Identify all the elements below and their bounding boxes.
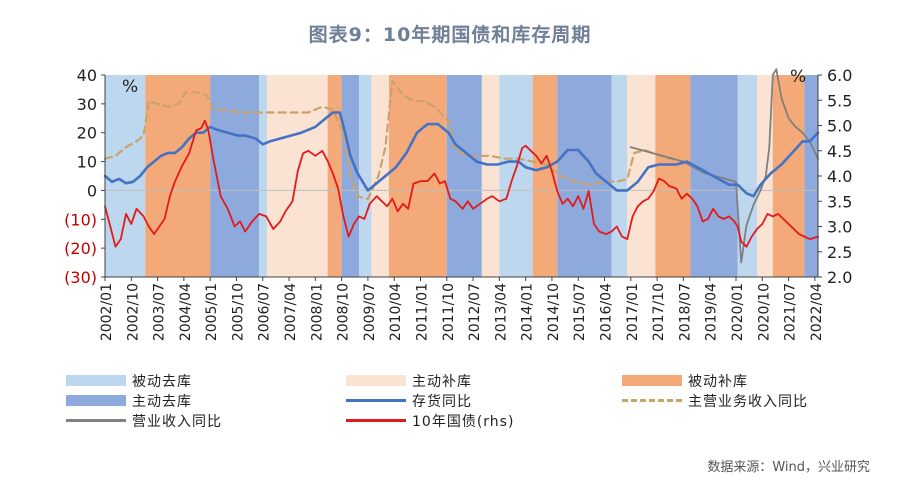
phase-band-passive_destock	[611, 75, 628, 277]
x-tick-label: 2002/10	[125, 283, 141, 341]
legend-label: 10年国债(rhs)	[412, 414, 515, 430]
legend-swatch	[622, 375, 682, 386]
x-tick-label: 2005/01	[204, 283, 220, 341]
phase-band-passive_restock	[655, 75, 691, 277]
phase-band-passive_destock	[737, 75, 758, 277]
x-tick-label: 2015/07	[572, 283, 588, 341]
x-tick-label: 2009/07	[362, 283, 378, 341]
left-tick-label: (20)	[64, 239, 97, 258]
x-tick-label: 2020/10	[756, 283, 772, 341]
x-tick-label: 2006/07	[257, 283, 273, 341]
series-line-0	[103, 111, 820, 198]
right-tick-label: 5.0	[827, 117, 852, 136]
x-axis-ticks: 2002/01 2002/10 2003/07 2004/04 2005/01 2005/…	[99, 277, 825, 341]
left-tick-label: 40	[77, 66, 97, 85]
right-tick-label: 3.0	[827, 218, 852, 237]
x-tick-label: 2021/07	[783, 283, 799, 341]
series-lines	[103, 68, 820, 264]
legend-swatch	[66, 375, 126, 386]
phase-band-passive_restock	[772, 75, 805, 277]
x-tick-label: 2003/07	[152, 283, 168, 341]
phase-band-active_destock	[446, 75, 482, 277]
legend-label: 被动去库	[132, 374, 192, 390]
x-tick-label: 2008/10	[336, 283, 352, 341]
phase-band-passive_destock	[259, 75, 267, 277]
x-tick-label: 2016/04	[599, 283, 615, 341]
series-line-2	[629, 68, 819, 264]
right-tick-label: 6.0	[827, 66, 852, 85]
source-note: 数据来源：Wind，兴业研究	[707, 460, 870, 475]
x-tick-label: 2008/01	[309, 283, 325, 341]
phase-band-active_destock	[210, 75, 260, 277]
x-tick-label: 2010/04	[388, 283, 404, 341]
legend-swatch	[66, 395, 126, 406]
left-axis-unit: %	[122, 77, 138, 97]
legend-line-sample	[346, 399, 406, 402]
series-line-1	[103, 79, 699, 201]
right-axis-unit: %	[790, 67, 806, 87]
x-tick-label: 2020/01	[730, 283, 746, 341]
right-tick-label: 2.5	[827, 243, 852, 262]
x-tick-label: 2014/01	[520, 283, 536, 341]
x-tick-label: 2012/07	[467, 283, 483, 341]
x-tick-label: 2017/10	[651, 283, 667, 341]
left-tick-label: 30	[77, 95, 97, 114]
legend-label: 被动补库	[688, 374, 748, 390]
right-tick-label: 5.5	[827, 91, 852, 110]
x-tick-label: 2018/07	[677, 283, 693, 341]
phase-band-passive_destock	[359, 75, 372, 277]
right-axis-ticks: 6.0 5.5 5.0 4.5 4.0 3.5 3.0 2.5 2.0	[818, 66, 852, 287]
right-tick-label: 4.0	[827, 167, 852, 186]
legend-label: 存货同比	[412, 394, 472, 410]
legend-line-sample	[346, 419, 406, 422]
legend-line-sample	[66, 419, 126, 422]
x-tick-label: 2007/04	[283, 283, 299, 341]
left-tick-label: 0	[87, 181, 97, 200]
legend-line-sample	[622, 399, 682, 402]
left-axis-ticks: 40 30 20 10 0 (10) (20) (30)	[64, 66, 105, 287]
legend-label: 主营业务收入同比	[688, 394, 808, 410]
phase-band-active_destock	[804, 75, 818, 277]
left-tick-label: (30)	[64, 268, 97, 287]
right-tick-label: 2.0	[827, 268, 852, 287]
x-tick-label: 2014/10	[546, 283, 562, 341]
phase-band-active_restock	[371, 75, 389, 277]
phase-band-active_destock	[557, 75, 612, 277]
left-tick-label: 10	[77, 153, 97, 172]
x-tick-label: 2013/04	[493, 283, 509, 341]
right-tick-label: 4.5	[827, 142, 852, 161]
series-line-3	[104, 119, 819, 248]
x-tick-label: 2022/04	[809, 283, 825, 341]
legend-label: 主动补库	[412, 374, 472, 390]
right-tick-label: 3.5	[827, 192, 852, 211]
left-tick-label: 20	[77, 124, 97, 143]
x-tick-label: 2017/01	[625, 283, 641, 341]
x-tick-label: 2019/04	[704, 283, 720, 341]
phase-band-passive_destock	[499, 75, 533, 277]
legend-label: 营业收入同比	[132, 414, 222, 430]
chart-title: 图表9：10年期国债和库存周期	[308, 24, 592, 46]
left-tick-label: (10)	[64, 210, 97, 229]
x-tick-label: 2005/10	[230, 283, 246, 341]
x-tick-label: 2011/10	[441, 283, 457, 341]
legend-label: 主动去库	[132, 394, 192, 410]
x-tick-label: 2002/01	[99, 283, 115, 341]
x-tick-label: 2004/04	[178, 283, 194, 341]
phase-band-active_restock	[481, 75, 500, 277]
x-tick-label: 2011/01	[414, 283, 430, 341]
legend-swatch	[346, 375, 406, 386]
phase-band-passive_restock	[388, 75, 447, 277]
